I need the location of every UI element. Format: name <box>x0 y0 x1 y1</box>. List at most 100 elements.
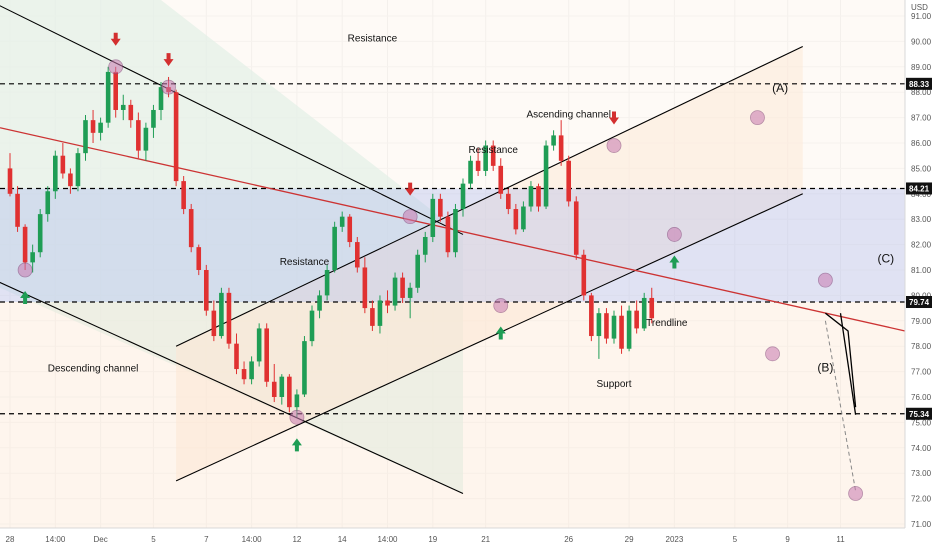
candle-body <box>136 120 141 151</box>
candle-body <box>475 160 481 171</box>
candle-body <box>347 216 353 243</box>
candle-body <box>400 277 405 298</box>
descending-channel-upper <box>0 5 464 235</box>
price-tick-label: 80.00 <box>911 291 932 300</box>
arrow-down-icon <box>609 111 619 125</box>
candle-body <box>113 71 118 110</box>
candle-body <box>211 310 217 337</box>
pivot-marker <box>17 262 33 278</box>
candle-body <box>596 313 602 337</box>
arrow-up-icon <box>291 438 302 452</box>
time-tick-label: 28 <box>6 535 15 544</box>
candle-body <box>226 292 232 344</box>
price-tick-label: 87.00 <box>911 114 932 123</box>
candle-body <box>626 310 632 349</box>
time-tick-label: 14:00 <box>242 535 263 544</box>
candle-body <box>22 226 28 263</box>
candle-body <box>181 181 186 210</box>
candle-body <box>302 341 307 395</box>
wave-label: (A) <box>772 81 788 95</box>
candle-body <box>490 145 496 166</box>
time-tick-label: 5 <box>733 535 738 544</box>
candle-body <box>573 201 579 255</box>
pivot-marker <box>493 298 509 313</box>
candle-body <box>83 120 88 154</box>
time-tick-label: 21 <box>481 535 490 544</box>
candle-body <box>543 145 549 207</box>
candle-body <box>551 135 556 146</box>
pivot-marker <box>750 110 765 125</box>
price-axis[interactable]: USD 71.00 72.00 73.00 74.00 75.00 76.00 77.00 78… <box>904 0 932 550</box>
candle-body <box>294 394 300 408</box>
candle-body <box>151 109 156 128</box>
projection-arrow <box>824 312 857 408</box>
candle-body <box>7 168 13 194</box>
red-trendline <box>0 127 906 332</box>
candle-body <box>392 277 398 306</box>
candle-body <box>468 160 473 184</box>
pivot-markers <box>17 32 863 501</box>
candle-body <box>332 226 337 270</box>
candle-body <box>249 361 254 380</box>
candle-body <box>506 193 511 210</box>
pivot-marker <box>848 486 863 501</box>
candle-body <box>370 308 375 326</box>
pivot-marker <box>108 59 124 75</box>
price-tick-label: 78.00 <box>911 342 932 351</box>
support-zone <box>0 302 905 534</box>
arrow-down-icon <box>110 32 121 46</box>
candle-body <box>241 369 247 380</box>
time-tick-label: 29 <box>625 535 634 544</box>
price-tick-label: 81.00 <box>911 266 932 275</box>
candle-body <box>460 183 466 210</box>
price-badge-label: 88.33 <box>909 80 930 89</box>
time-tick-label: 9 <box>785 535 790 544</box>
time-tick-label: 5 <box>151 535 156 544</box>
price-tick-label: 76.00 <box>911 393 932 402</box>
pivot-marker <box>289 409 305 425</box>
price-tick-label: 85.00 <box>911 164 932 173</box>
candle-body <box>498 165 504 194</box>
candle-body <box>483 145 488 171</box>
price-badge <box>906 77 932 90</box>
candle-body <box>30 252 35 263</box>
price-tick-label: 91.00 <box>911 12 932 21</box>
arrow-down-icon <box>163 53 174 67</box>
candle-body <box>120 104 126 110</box>
time-axis-background <box>0 528 932 550</box>
price-tick-label: 89.00 <box>911 63 932 72</box>
candle-body <box>619 315 624 349</box>
trend-lines <box>0 5 906 495</box>
candle-body <box>204 270 209 311</box>
candle-body <box>422 236 428 255</box>
price-tick-label: 71.00 <box>911 520 932 529</box>
arrow-up-icon <box>669 255 680 269</box>
time-tick-label: 14:00 <box>45 535 66 544</box>
candle-body <box>37 214 43 253</box>
price-tick-label: 86.00 <box>911 139 932 148</box>
pivot-marker <box>667 227 682 242</box>
annotation-label: Descending channel <box>48 364 139 375</box>
price-tick-label: 74.00 <box>911 444 932 453</box>
pivot-marker <box>818 272 833 288</box>
price-tick-label: 73.00 <box>911 469 932 478</box>
candle-body <box>271 381 277 397</box>
candle-body <box>649 297 655 319</box>
candle-body <box>536 186 541 207</box>
time-tick-label: Dec <box>93 535 107 544</box>
time-tick-label: 11 <box>836 535 845 544</box>
currency-label: USD <box>911 3 928 12</box>
candlesticks <box>7 66 655 418</box>
price-tick-label: 75.00 <box>911 418 932 427</box>
time-tick-label: 7 <box>204 535 209 544</box>
time-tick-label: 26 <box>564 535 573 544</box>
time-axis[interactable]: 28 14:00 Dec 5 7 14:00 12 14 14:00 19 21 26 29 2023 5 9… <box>0 527 932 550</box>
candle-body <box>589 295 594 337</box>
candle-body <box>604 313 609 339</box>
candle-body <box>362 267 368 309</box>
candle-body <box>45 191 51 215</box>
candle-body <box>309 310 315 342</box>
arrow-down-icon <box>405 182 416 196</box>
candle-body <box>558 135 564 161</box>
